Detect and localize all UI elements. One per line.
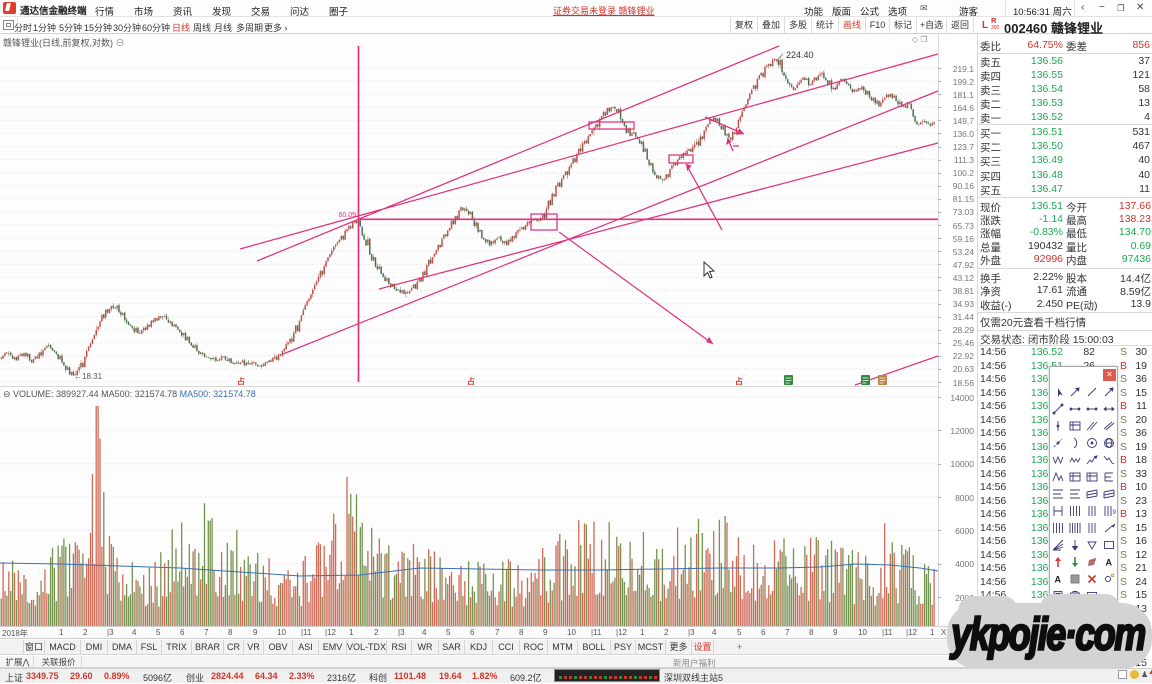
svg-text:9: 9 xyxy=(1113,510,1117,516)
svg-text:占: 占 xyxy=(237,376,245,386)
svg-text:60.09: 60.09 xyxy=(338,212,356,219)
svg-text:←18.31: ←18.31 xyxy=(74,372,103,381)
svg-text:224.40: 224.40 xyxy=(786,50,814,60)
svg-text:占: 占 xyxy=(467,376,475,386)
svg-text:A: A xyxy=(1106,558,1113,568)
svg-text:占: 占 xyxy=(735,376,743,386)
svg-text:A: A xyxy=(1055,575,1062,585)
